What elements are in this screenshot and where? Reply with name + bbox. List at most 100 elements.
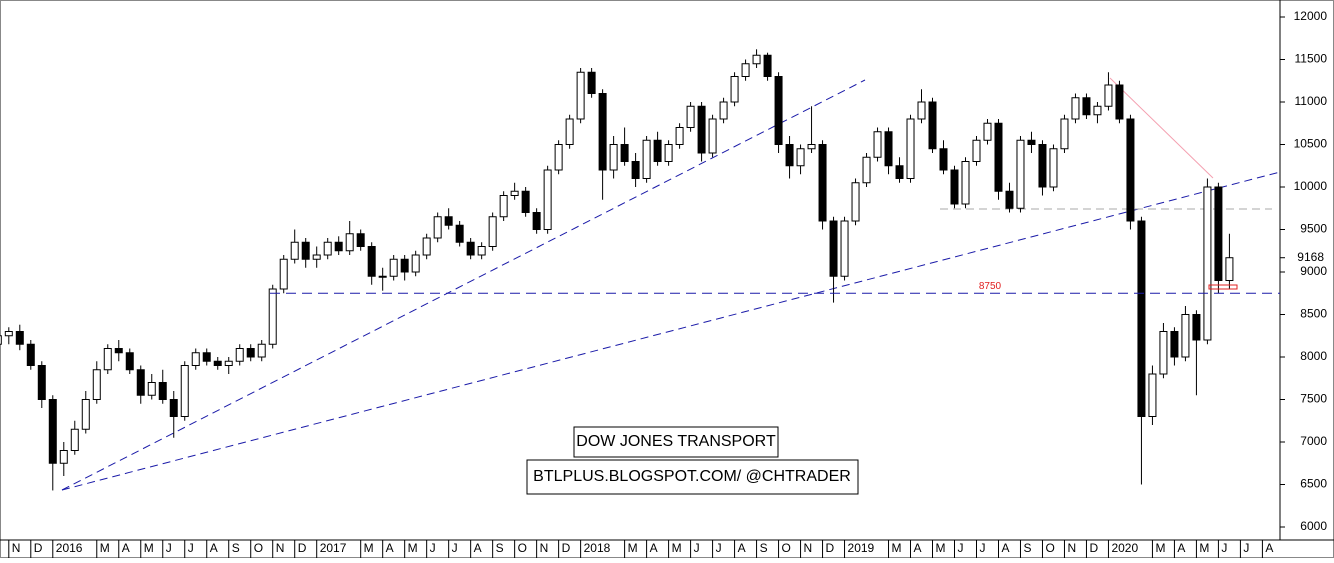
candle-body: [906, 118, 915, 179]
x-tick-label: M: [672, 541, 682, 555]
candle-body: [180, 365, 189, 417]
candle-body: [818, 144, 827, 222]
candle-body: [785, 144, 794, 167]
candle-body: [455, 224, 464, 243]
x-tick-label: A: [914, 541, 922, 555]
x-tick-label: J: [1221, 541, 1227, 555]
x-tick-label: N: [540, 541, 549, 555]
candle-body: [422, 237, 431, 256]
x-tick-label: O: [782, 541, 791, 555]
candle-body: [532, 212, 541, 230]
candle-body: [224, 360, 233, 366]
subtitle-box: [526, 459, 859, 495]
candle-body: [4, 331, 13, 337]
x-tick-label: M: [628, 541, 638, 555]
y-tick-label: 12000: [1294, 9, 1328, 23]
y-tick-label: 6500: [1300, 477, 1327, 491]
candle-body: [609, 144, 618, 171]
candle-body: [92, 369, 101, 400]
x-tick-label: J: [188, 541, 194, 555]
x-tick-label: N: [276, 541, 285, 555]
candle-body: [873, 131, 882, 158]
candle-body: [1115, 84, 1124, 120]
x-tick-label: A: [738, 541, 746, 555]
candle-body: [741, 63, 750, 77]
candle-body: [631, 161, 640, 179]
candle-body: [1214, 186, 1223, 281]
candle-body: [664, 144, 673, 162]
y-tick-label: 10000: [1294, 179, 1328, 193]
y-tick-label: 11000: [1295, 94, 1328, 108]
x-tick-label: D: [298, 541, 307, 555]
x-tick-label: J: [1243, 541, 1249, 555]
candle-body: [1038, 144, 1047, 188]
candle-body: [983, 122, 992, 141]
candle-body: [499, 195, 508, 218]
y-tick-label: 8500: [1300, 307, 1327, 321]
x-tick-label: A: [1177, 541, 1185, 555]
x-tick-label: 2017: [320, 541, 347, 555]
x-tick-label: D: [562, 541, 571, 555]
candle-body: [774, 76, 783, 145]
candle-body: [1060, 118, 1069, 150]
x-tick-label: 2019: [848, 541, 875, 555]
candle-body: [950, 169, 959, 205]
chart-subtitle: BTLPLUS.BLOGSPOT.COM/ @CHTRADER: [533, 468, 851, 485]
candle-body: [840, 220, 849, 277]
candle-body: [961, 161, 970, 205]
candle-body: [312, 254, 321, 260]
x-tick-label: J: [716, 541, 722, 555]
y-tick-label: 10500: [1294, 137, 1328, 151]
candle-body: [433, 216, 442, 239]
x-tick-label: 2020: [1111, 541, 1138, 555]
candle-body: [763, 54, 772, 77]
candle-body: [378, 275, 387, 278]
candle-body: [1005, 190, 1014, 209]
x-tick-label: M: [892, 541, 902, 555]
x-tick-label: J: [694, 541, 700, 555]
x-tick-label: A: [122, 541, 130, 555]
x-tick-label: D: [34, 541, 43, 555]
candle-body: [807, 144, 816, 150]
candle-body: [510, 190, 519, 196]
candle-body: [323, 241, 332, 256]
candle-body: [862, 156, 871, 184]
x-tick-label: J: [979, 541, 985, 555]
candle-body: [466, 241, 475, 256]
last-price-label: 9168: [1297, 250, 1324, 264]
x-tick-label: J: [166, 541, 172, 555]
candle-body: [917, 101, 926, 120]
candle-body: [895, 165, 904, 179]
candle-body: [158, 382, 167, 400]
candle-body: [653, 139, 662, 162]
x-tick-label: J: [958, 541, 964, 555]
candle-body: [796, 148, 805, 167]
x-tick-label: S: [1023, 541, 1031, 555]
x-tick-label: S: [496, 541, 504, 555]
x-tick-label: M: [1155, 541, 1165, 555]
x-tick-label: M: [1199, 541, 1209, 555]
candle-body: [290, 241, 299, 260]
candle-body: [345, 233, 354, 252]
x-tick-label: M: [408, 541, 418, 555]
candle-body: [994, 122, 1003, 192]
highlight-box: [1208, 284, 1238, 290]
candle-body: [26, 343, 35, 366]
chart-title: DOW JONES TRANSPORT: [576, 433, 776, 450]
candle-body: [851, 182, 860, 222]
y-tick-label: 11500: [1295, 52, 1328, 66]
y-tick-label: 8000: [1300, 349, 1327, 363]
candle-body: [301, 241, 310, 260]
trendline: [61, 79, 866, 491]
x-tick-label: M: [364, 541, 374, 555]
x-tick-label: J: [452, 541, 458, 555]
candle-body: [1071, 97, 1080, 120]
candle-body: [521, 190, 530, 213]
x-tick-label: D: [826, 541, 835, 555]
candle-body: [587, 71, 596, 94]
candle-body: [1159, 331, 1168, 375]
candle-body: [48, 399, 57, 464]
candle-body: [1181, 314, 1190, 358]
x-tick-label: O: [518, 541, 527, 555]
